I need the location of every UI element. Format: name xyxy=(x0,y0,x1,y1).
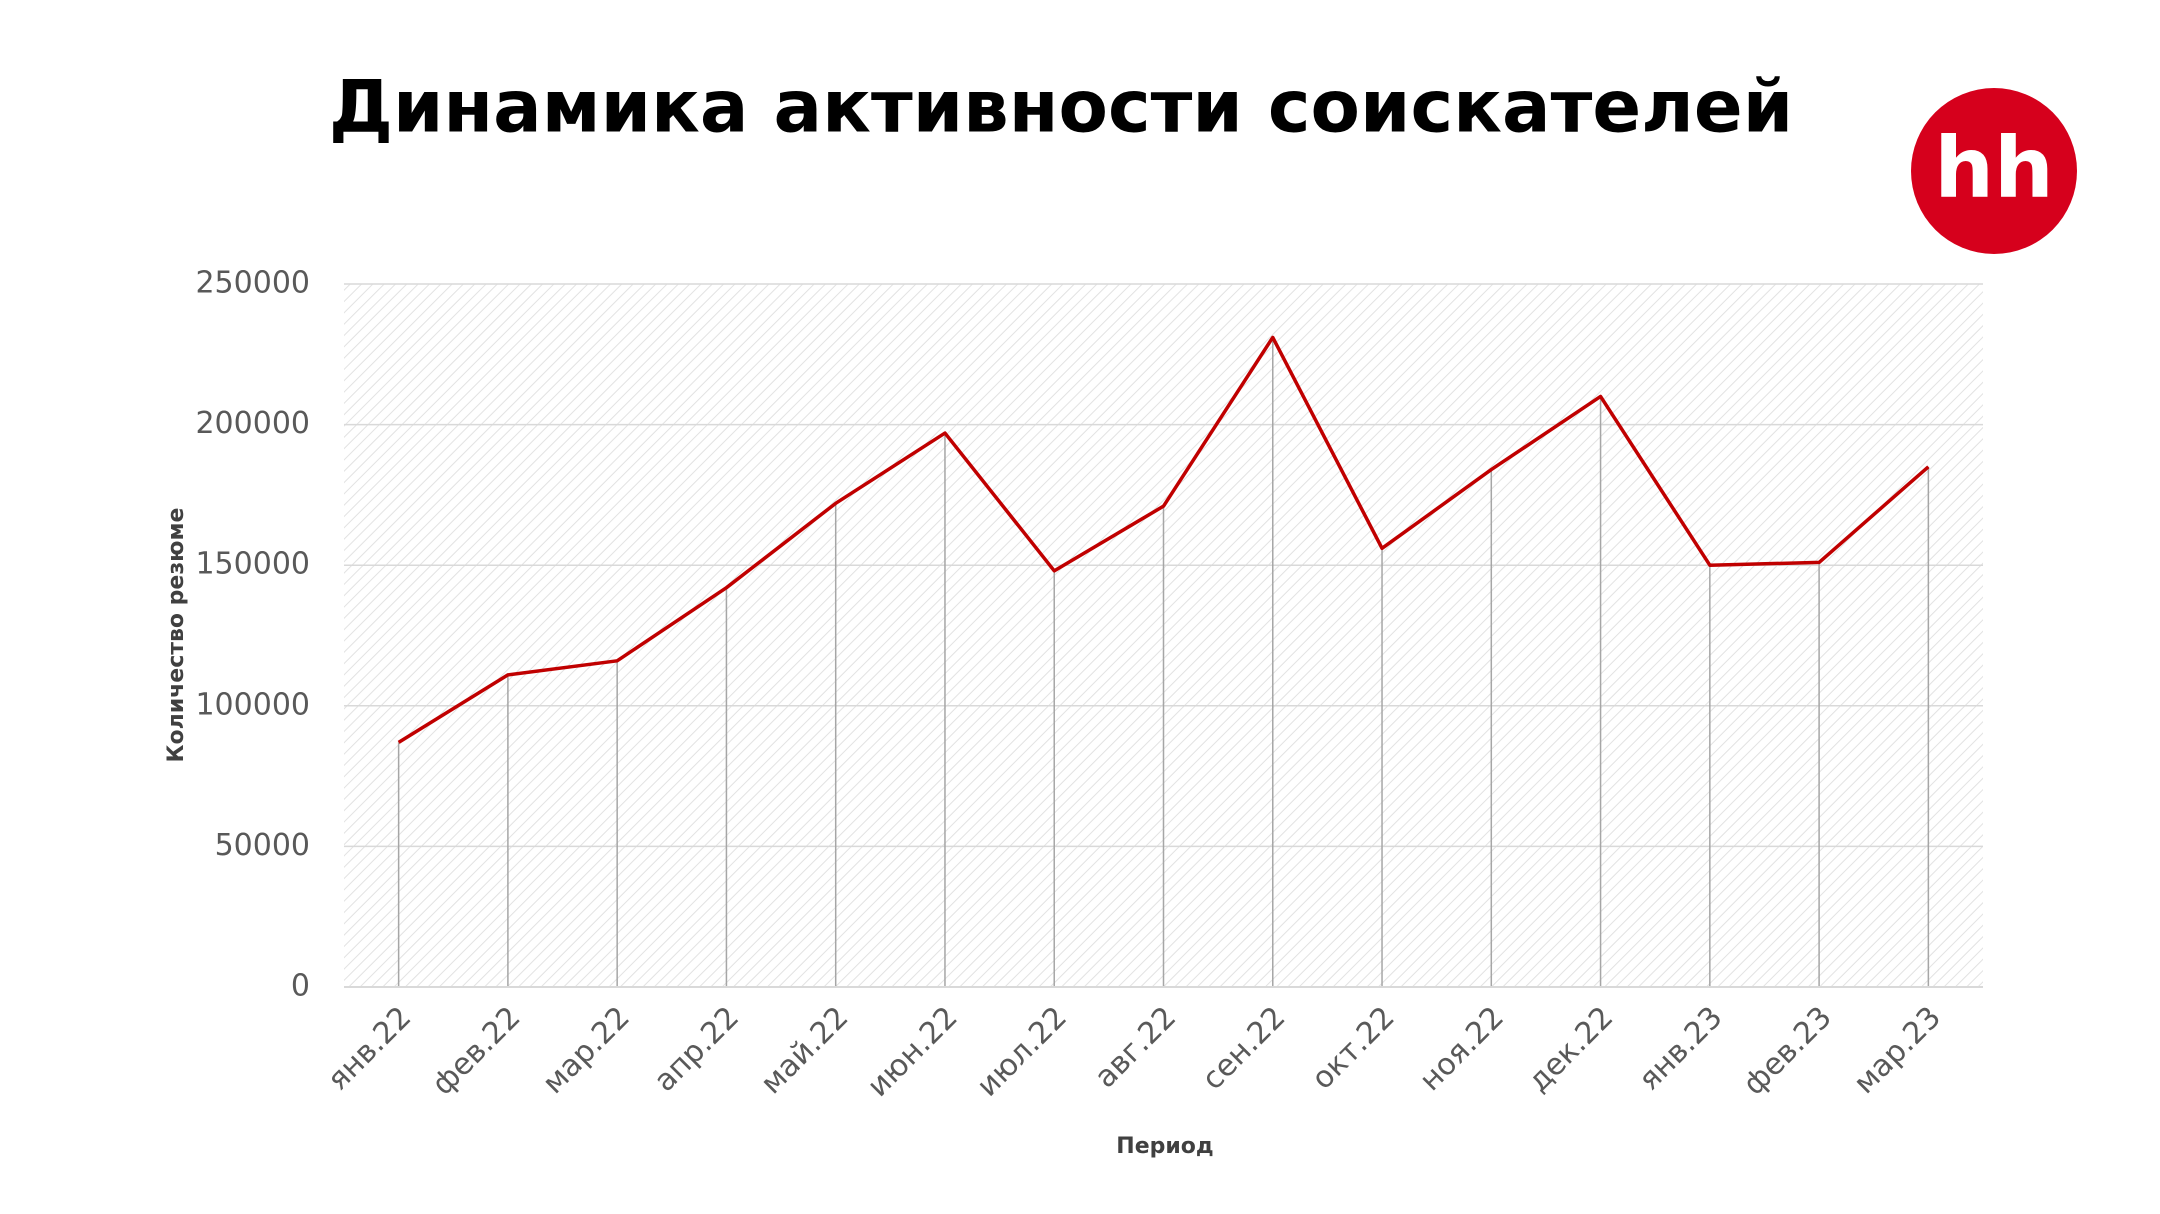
x-tick-label: янв.23 xyxy=(1632,1000,1730,1098)
x-tick-label: мар.23 xyxy=(1847,1000,1948,1101)
data-line xyxy=(397,335,1930,744)
x-tick-label: окт.22 xyxy=(1305,1000,1402,1097)
chart-title: Динамика активности соискателей xyxy=(329,65,1793,149)
logo-text: hh xyxy=(1934,119,2054,217)
x-tick-label: сен.22 xyxy=(1195,1000,1292,1097)
x-tick-label: апр.22 xyxy=(647,1000,746,1099)
x-tick-label: ноя.22 xyxy=(1413,1000,1511,1098)
x-tick-label: фев.22 xyxy=(425,1000,527,1102)
x-tick-label: авг.22 xyxy=(1088,1000,1183,1095)
x-tick-label: мар.22 xyxy=(536,1000,637,1101)
logo-circle xyxy=(1911,88,2077,254)
x-tick-label: янв.22 xyxy=(321,1000,419,1098)
y-tick-label: 250000 xyxy=(195,266,310,301)
y-tick-label: 100000 xyxy=(195,687,310,722)
x-axis-label: Период xyxy=(1116,1134,1213,1159)
y-tick-label: 150000 xyxy=(195,547,310,582)
y-tick-label: 50000 xyxy=(215,828,310,863)
x-tick-label: фев.23 xyxy=(1737,1000,1839,1102)
x-tick-label: дек.22 xyxy=(1521,1000,1620,1099)
y-tick-label: 200000 xyxy=(195,406,310,441)
y-tick-label: 0 xyxy=(291,969,310,1004)
x-tick-label: июл.22 xyxy=(970,1000,1074,1104)
x-tick-label: май.22 xyxy=(754,1000,855,1101)
y-axis-label: Количество резюме xyxy=(164,508,189,763)
x-tick-label: июн.22 xyxy=(861,1000,965,1104)
